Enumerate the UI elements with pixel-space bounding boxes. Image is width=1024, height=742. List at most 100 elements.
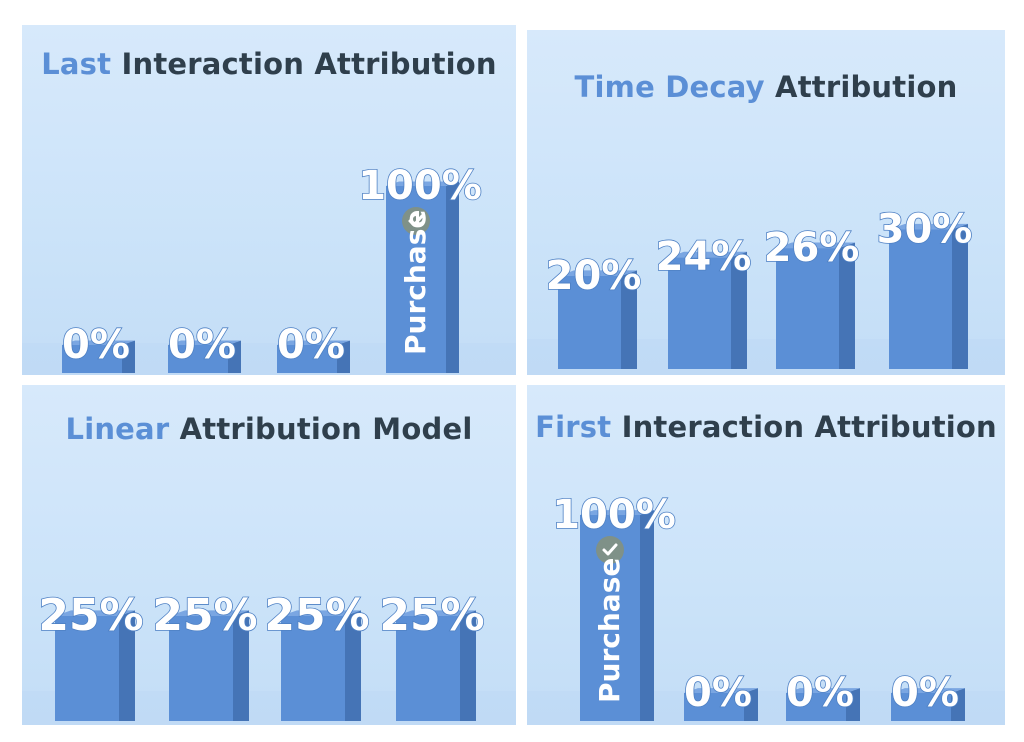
bar-value-label: 0% — [786, 670, 854, 716]
chart-title-highlight: Linear — [65, 412, 170, 446]
chart-title: First Interaction Attribution — [527, 410, 1005, 444]
bar-side — [731, 251, 747, 369]
bar-top — [396, 610, 476, 616]
purchase-label: Purchase — [399, 210, 432, 355]
bar-side — [744, 688, 758, 721]
bar-side — [119, 610, 135, 721]
bar-chart: 100% Purchase 0% 0% 0% — [527, 491, 1005, 725]
bar-value-label: 30% — [877, 206, 973, 252]
bar-value-label: 100% — [552, 492, 676, 538]
bar-front — [281, 616, 345, 721]
check-icon — [402, 207, 430, 235]
bar-side — [460, 610, 476, 721]
bar: 25% — [38, 589, 144, 721]
bar: 20% — [545, 252, 642, 369]
bar: 0% — [167, 321, 241, 373]
bar-top — [891, 688, 965, 693]
bar-front — [558, 276, 621, 369]
bar-value-label: 0% — [684, 670, 752, 716]
bar-side — [839, 242, 855, 369]
bar-front — [786, 693, 846, 721]
bar: 25% — [379, 589, 485, 721]
bar-front — [668, 257, 731, 369]
chart-title-rest: Interaction Attribution — [611, 410, 997, 444]
bar-front — [889, 229, 952, 369]
bar-front — [396, 616, 460, 721]
bar: 0% — [61, 321, 135, 373]
bar-front — [55, 616, 119, 721]
bar-top — [169, 610, 249, 616]
bar-side — [640, 510, 654, 721]
bar-side — [446, 181, 459, 373]
bar-top — [786, 688, 860, 693]
bar-top — [281, 610, 361, 616]
bar: 26% — [763, 224, 860, 369]
bar-side — [846, 688, 860, 721]
chart-panel-last-interaction: Last Interaction Attribution 0% 0% 0% 100% P… — [22, 25, 516, 375]
bar-value-label: 0% — [62, 322, 130, 368]
bar-top — [386, 181, 459, 186]
chart-title-rest: Attribution Model — [169, 412, 473, 446]
bar: 25% — [264, 589, 370, 721]
bar-value-label: 0% — [891, 670, 959, 716]
chart-title-highlight: Time Decay — [574, 70, 765, 104]
bar-front — [891, 693, 951, 721]
chart-title-highlight: Last — [41, 47, 112, 81]
bar-chart: 0% 0% 0% 100%Purchase — [22, 162, 516, 375]
bar-value-label: 25% — [38, 590, 143, 641]
bar-front — [277, 345, 337, 373]
chart-title-highlight: First — [535, 410, 612, 444]
bar-value-label: 0% — [277, 322, 345, 368]
bar-top — [776, 242, 855, 249]
bar: 24% — [655, 233, 752, 369]
bar-side — [345, 610, 361, 721]
bar-side — [233, 610, 249, 721]
bar-top — [168, 340, 241, 345]
bar-top — [580, 510, 654, 515]
bar-value-label: 0% — [168, 322, 236, 368]
purchase-label: Purchase — [593, 558, 626, 703]
bar: 0% — [785, 669, 860, 721]
bar-value-label: 25% — [379, 590, 484, 641]
bar: 0% — [890, 669, 965, 721]
bar-value-label: 26% — [764, 225, 860, 271]
bar: 25% — [152, 589, 258, 721]
chart-panel-first-interaction: First Interaction Attribution 100% Purcha… — [527, 385, 1005, 725]
bar-side — [122, 340, 135, 373]
bar-side — [228, 340, 241, 373]
bar-value-label: 100% — [358, 163, 482, 209]
chart-title: Time Decay Attribution — [527, 70, 1005, 104]
bar-top — [684, 688, 758, 693]
bar-top — [558, 270, 637, 276]
bar-side — [951, 688, 965, 721]
bar-chart: 25% 25% 25% 25% — [22, 589, 516, 725]
bar-side — [337, 340, 350, 373]
bar-side — [621, 270, 637, 369]
bar-top — [668, 251, 747, 258]
chart-title: Last Interaction Attribution — [22, 47, 516, 81]
chart-title-rest: Attribution — [764, 70, 958, 104]
check-icon — [596, 536, 624, 564]
bar-top — [55, 610, 135, 616]
bar: 0% — [683, 669, 758, 721]
chart-title-rest: Interaction Attribution — [111, 47, 497, 81]
chart-title: Linear Attribution Model — [22, 412, 516, 446]
bar-value-label: 24% — [656, 234, 752, 280]
bar-side — [952, 223, 968, 369]
bar: 0% — [276, 321, 350, 373]
bar-top — [62, 340, 135, 345]
bar-value-label: 25% — [264, 590, 369, 641]
chart-panel-linear: Linear Attribution Model 25% 25% 25% 25% — [22, 385, 516, 725]
bar: 100% Purchase — [551, 491, 677, 721]
bar-value-label: 25% — [152, 590, 257, 641]
bar-front — [684, 693, 744, 721]
bar-front — [169, 616, 233, 721]
bar: 30% — [876, 206, 973, 369]
bar-front — [776, 248, 839, 369]
bar-top — [889, 223, 968, 230]
bar-chart: 20% 24% 26% 30% — [527, 206, 1005, 375]
bar: 100%Purchase — [357, 162, 483, 373]
bar-value-label: 20% — [546, 253, 642, 299]
chart-panel-time-decay: Time Decay Attribution 20% 24% 26% 30% — [527, 30, 1005, 375]
bar-front — [168, 345, 228, 373]
